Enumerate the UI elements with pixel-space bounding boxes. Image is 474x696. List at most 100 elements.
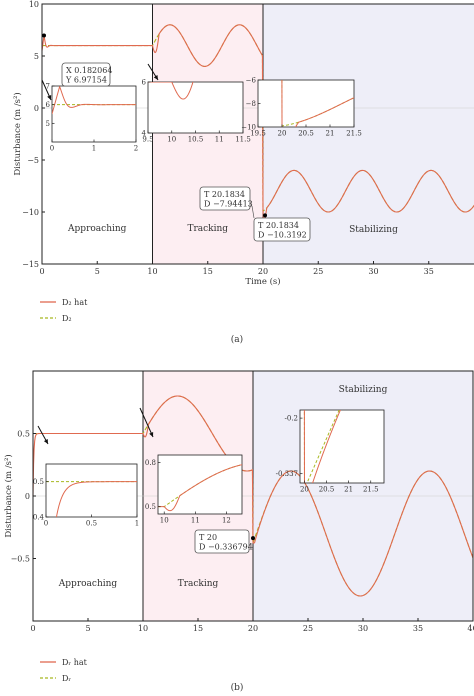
- pointer-arrowhead: [43, 439, 48, 444]
- phase-label: Stabilizing: [349, 225, 398, 235]
- pointer-arrowhead: [153, 75, 158, 80]
- inset-frame: [51, 85, 137, 143]
- data-tip-text: Y 6.97154: [65, 76, 107, 85]
- phase-region: [152, 4, 263, 264]
- data-tip-box: [194, 529, 250, 554]
- phase-label: Tracking: [178, 579, 219, 589]
- inset-y-tick-label: −10: [241, 124, 256, 132]
- data-tip-box: [253, 217, 311, 242]
- y-tick-label: −15: [22, 260, 39, 269]
- x-tick-label: 10: [138, 624, 148, 633]
- inset-x-tick-label: 12: [222, 517, 231, 525]
- inset-y-tick-label: 0.5: [33, 478, 44, 486]
- data-tip-text: D −7.94413: [204, 200, 253, 209]
- inset-x-tick-label: 11: [215, 136, 224, 144]
- inset-y-tick-label: −6: [246, 77, 257, 85]
- y-tick-label: −0.5: [11, 555, 30, 564]
- x-tick-label: 20: [248, 624, 258, 633]
- x-tick-label: 4C: [467, 624, 474, 633]
- inset-x-tick-label: 20.5: [298, 130, 314, 138]
- y-tick-label: 0.5: [17, 430, 30, 439]
- phase-label: Tracking: [187, 224, 228, 234]
- x-tick-label: 10: [147, 267, 157, 276]
- x-tick-label: 0: [30, 624, 35, 633]
- legend-label-hat: Dᵣ hat: [62, 658, 88, 667]
- inset-line-ref: [303, 410, 340, 483]
- inset-1: 10 11 12 0.5 0.8: [139, 407, 243, 525]
- x-tick-label: 15: [203, 267, 213, 276]
- inset-line-hat: [303, 410, 341, 483]
- inset-x-tick-label: 21.5: [363, 486, 379, 494]
- inset-line-hat: [281, 80, 354, 127]
- y-axis-label: Disturbance (m /s²): [3, 454, 14, 537]
- panel-caption: (a): [231, 334, 243, 345]
- x-tick-label: 35: [424, 267, 434, 276]
- phase-label: Approaching: [58, 579, 118, 589]
- inset-x-tick-label: 10: [160, 517, 169, 525]
- inset-x-tick-label: 11.5: [235, 136, 251, 144]
- x-tick-label: 25: [303, 624, 313, 633]
- legend-label-hat: D₂ hat: [62, 298, 88, 307]
- inset-y-tick-label: 0.5: [145, 503, 156, 511]
- data-tip-marker: [42, 33, 47, 38]
- inset-x-tick-label: 21.5: [346, 130, 362, 138]
- x-tick-label: 30: [358, 624, 368, 633]
- inset-line-hat: [158, 464, 242, 512]
- x-tick-label: 20: [258, 267, 268, 276]
- pointer-arrow: [139, 407, 154, 438]
- x-tick-label: 25: [313, 267, 323, 276]
- inset-x-tick-label: 2: [134, 145, 138, 153]
- inset-x-tick-label: 20.5: [319, 486, 335, 494]
- x-tick-label: 30: [368, 267, 378, 276]
- x-tick-label: 5: [95, 267, 100, 276]
- data-tip-text: T 20.1834: [204, 190, 245, 199]
- inset-0: 0 0.5 1 0.4 0.5: [33, 425, 139, 528]
- legend: Dᵣ hat Dᵣ: [40, 658, 88, 683]
- y-tick-label: 5: [34, 52, 39, 61]
- inset-x-tick-label: 1: [135, 520, 139, 528]
- data-tip-0: T 20D −0.336794: [194, 529, 253, 554]
- inset-y-tick-label: −8: [246, 100, 256, 108]
- legend-label-ref: Dᵣ: [62, 674, 71, 683]
- inset-x-tick-label: 11: [191, 517, 200, 525]
- data-tip-box: [61, 62, 111, 87]
- inset-x-tick-label: 19.5: [250, 130, 266, 138]
- inset-line-hat: [55, 481, 137, 517]
- inset-x-tick-label: 0: [44, 520, 48, 528]
- data-tip-leader: [251, 205, 255, 219]
- inset-x-tick-label: 10: [167, 136, 176, 144]
- y-tick-label: −10: [22, 208, 39, 217]
- legend-label-ref: D₂: [62, 314, 72, 323]
- pointer-arrowhead: [149, 432, 154, 437]
- y-tick-label: 10: [29, 0, 39, 9]
- inset-frame: [257, 79, 355, 128]
- inset-x-tick-label: 21: [326, 130, 335, 138]
- legend: D₂ hat D₂: [40, 298, 88, 323]
- inset-y-tick-label: 4: [142, 130, 147, 138]
- inset-y-tick-label: 6: [46, 101, 51, 109]
- data-tip-marker: [251, 536, 255, 541]
- x-tick-label: 5: [85, 624, 90, 633]
- pointer-arrowhead: [47, 95, 52, 100]
- phase-label: Approaching: [67, 224, 127, 234]
- inset-x-tick-label: 20: [278, 130, 287, 138]
- inset-y-tick-label: 5: [46, 120, 50, 128]
- inset-x-tick-label: 1: [92, 145, 96, 153]
- y-tick-label: 0: [34, 104, 39, 113]
- data-tip-text: D −10.3192: [258, 231, 307, 240]
- x-axis-label: Time (s): [245, 276, 280, 287]
- inset-x-tick-label: 20: [300, 486, 309, 494]
- inset-2: 20 20.5 21 21.5 -0.337 -0.2: [276, 409, 385, 494]
- inset-x-tick-label: 0.5: [86, 520, 97, 528]
- phase-label: Stabilizing: [339, 385, 388, 395]
- inset-frame: [147, 81, 244, 134]
- x-tick-label: 15: [193, 624, 203, 633]
- data-tip-box: [199, 186, 251, 211]
- y-axis-label: Disturbance (m /s²): [12, 92, 23, 175]
- inset-frame: [157, 454, 243, 515]
